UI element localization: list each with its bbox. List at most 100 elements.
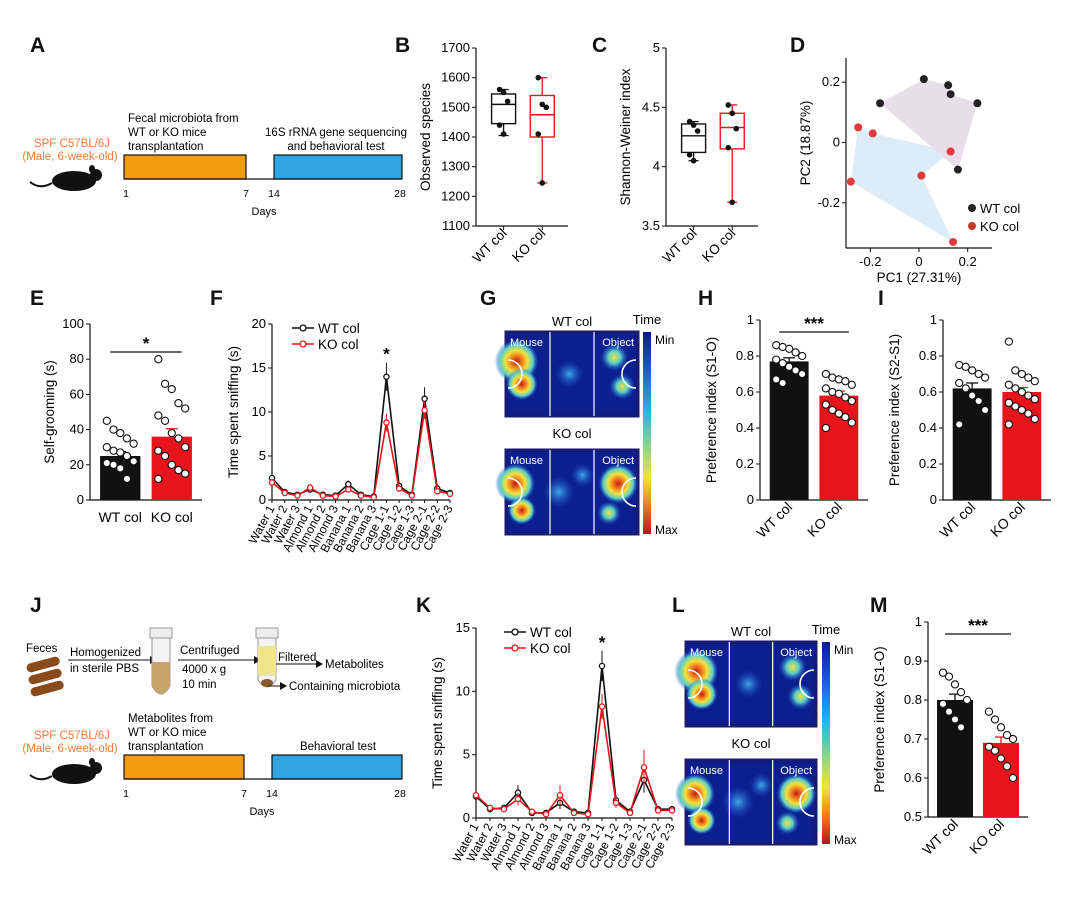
- x-tick-label: KO col: [151, 509, 193, 525]
- data-point: [181, 443, 190, 452]
- chart-preference-s1-o: 0 0.2 0.4 0.6 0.8 1 Preference index (S1-O) ***…: [704, 312, 868, 541]
- data-point: [122, 451, 132, 461]
- data-point: [654, 807, 662, 814]
- metabolites-label: Metabolites: [325, 659, 384, 671]
- data-point: [102, 458, 111, 468]
- data-point: [1017, 369, 1026, 379]
- data-point: [1011, 366, 1020, 375]
- heat-spot: [775, 811, 800, 835]
- significance-marker: ***: [968, 616, 988, 635]
- data-point: [421, 395, 428, 403]
- y-axis-label: Preference index (S1-O): [704, 337, 719, 483]
- chart-preference-m: 0.5 0.6 0.7 0.8 0.9 1 Preference index (S1-O) *…: [872, 614, 1028, 858]
- data-point: [980, 405, 990, 415]
- y-tick-label: 1200: [441, 188, 470, 203]
- data-point: [294, 492, 301, 499]
- phase1-bar-a: [123, 154, 247, 180]
- data-point: [174, 399, 183, 408]
- filtered-label: Filtered: [278, 652, 316, 664]
- data-point: [841, 413, 850, 422]
- data-point: [955, 420, 964, 429]
- data-point: [974, 396, 983, 406]
- data-point: [847, 418, 856, 427]
- cage-arc: [507, 477, 523, 507]
- y-tick-label: 1500: [441, 99, 470, 114]
- data-point: [102, 416, 111, 425]
- data-point: [154, 355, 163, 364]
- tick-label: 7: [241, 788, 247, 800]
- y-tick-label: 20: [252, 316, 266, 331]
- data-point: [122, 474, 132, 484]
- data-point: [174, 434, 183, 443]
- data-point: [496, 86, 503, 93]
- data-point: [535, 74, 542, 81]
- data-point: [268, 479, 276, 486]
- series-line: [271, 410, 451, 499]
- data-point: [938, 668, 948, 677]
- colorbar-title: Time: [633, 312, 661, 327]
- mouse-icon: [29, 165, 102, 191]
- legend-marker: [968, 204, 976, 212]
- data-point: [500, 805, 508, 813]
- legend-label: WT col: [318, 321, 360, 336]
- data-point: [281, 489, 288, 497]
- data-point: [821, 423, 831, 433]
- data-point: [486, 804, 494, 812]
- tube-icon: [149, 627, 173, 695]
- data-point: [828, 405, 837, 415]
- colorbar-max: Max: [655, 523, 678, 537]
- data-point: [154, 411, 163, 420]
- group-hull: [880, 79, 978, 170]
- heatmap-title: WT col: [552, 314, 592, 329]
- y-tick-label: 0.7: [904, 731, 922, 746]
- y-tick-label: 1600: [441, 70, 470, 85]
- tick-label: 14: [268, 188, 280, 200]
- x-tick-label: KO col: [966, 816, 1007, 857]
- data-point: [1002, 730, 1012, 740]
- x-tick-label: WT col: [470, 226, 510, 266]
- y-tick-label: 4: [653, 159, 660, 174]
- y-axis-label: Observed species: [418, 83, 433, 191]
- legend-marker: [299, 340, 307, 348]
- data-point: [1030, 377, 1039, 386]
- x-axis-label: PC1 (27.31%): [877, 270, 962, 285]
- y-axis-label: Self-grooming (s): [42, 360, 57, 464]
- data-point: [990, 715, 1000, 724]
- data-point: [1008, 734, 1018, 744]
- chart-shannon-weiner: 3.5 4 4.5 5 Shannon-Weiner index WT col KO col: [618, 40, 758, 266]
- feces-label: Feces: [26, 643, 58, 655]
- data-point: [626, 809, 634, 817]
- phase2-bar-j: [271, 754, 403, 780]
- data-point: [953, 165, 962, 174]
- data-point: [791, 366, 800, 375]
- data-point: [167, 384, 176, 394]
- data-point: [961, 384, 970, 393]
- data-point: [160, 379, 170, 388]
- data-point: [1024, 373, 1033, 382]
- data-point: [1024, 409, 1033, 418]
- data-point: [847, 396, 856, 406]
- data-point: [733, 125, 740, 132]
- data-point: [500, 89, 507, 96]
- heat-spot: [596, 501, 621, 525]
- data-point: [174, 465, 183, 475]
- arena-label-mouse: Mouse: [690, 647, 723, 659]
- y-tick-label: 0.9: [904, 653, 922, 668]
- y-tick-label: 0: [833, 134, 840, 149]
- y-tick-label: 0.5: [904, 809, 922, 824]
- y-tick-label: 0.4: [736, 420, 754, 435]
- panel-label-k: K: [416, 594, 431, 617]
- phase1-label-j-1: Metabolites from: [128, 713, 213, 725]
- heat-spot: [675, 773, 716, 814]
- data-point: [1004, 398, 1014, 407]
- panel-label-g: G: [480, 287, 496, 310]
- data-point: [694, 128, 701, 134]
- mouse-icon: [29, 758, 102, 784]
- data-point: [846, 177, 855, 186]
- data-point: [116, 464, 125, 473]
- y-tick-label: 0.8: [904, 692, 922, 707]
- y-tick-label: 1300: [441, 159, 470, 174]
- data-point: [950, 680, 960, 689]
- data-point: [686, 118, 693, 125]
